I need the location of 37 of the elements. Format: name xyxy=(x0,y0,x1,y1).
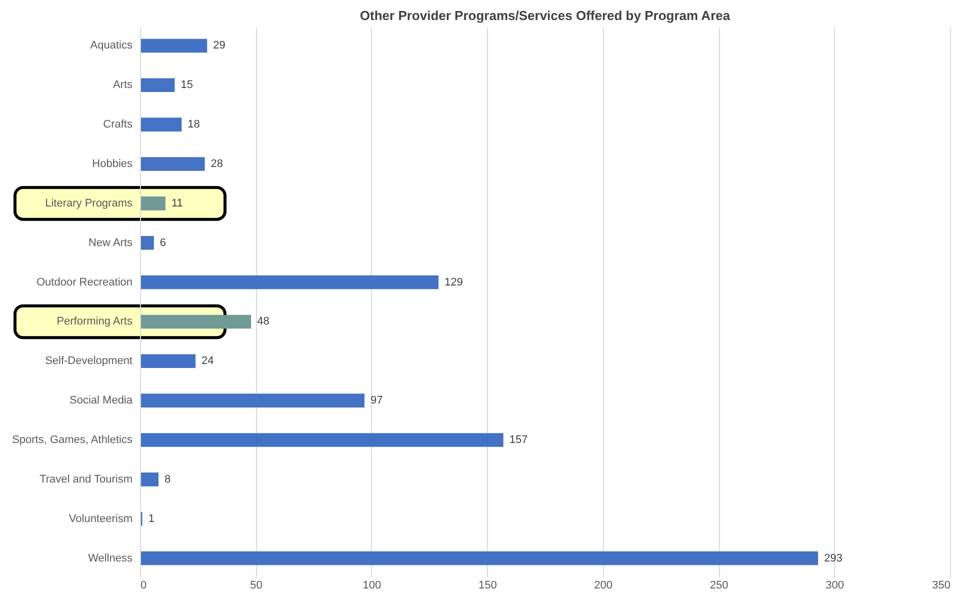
data-label: 11 xyxy=(171,197,183,210)
chart-title: Other Provider Programs/Services Offered by Program Area xyxy=(360,8,731,23)
data-label: 48 xyxy=(257,316,270,328)
data-label: 97 xyxy=(370,394,383,407)
y-tick-label: Performing Arts xyxy=(56,316,133,328)
x-tick-label: 0 xyxy=(140,580,147,592)
x-tick-label: 250 xyxy=(710,580,728,592)
data-label: 24 xyxy=(202,355,214,368)
y-tick-label: Aquatics xyxy=(90,40,133,52)
data-label: 6 xyxy=(160,236,166,249)
y-tick-label: Social Media xyxy=(70,394,134,407)
y-tick-label: Arts xyxy=(112,79,133,92)
y-tick-label: Outdoor Recreation xyxy=(36,276,132,288)
y-tick-label: Travel and Tourism xyxy=(40,473,132,486)
y-tick-label: Self-Development xyxy=(45,355,132,368)
x-tick-label: 100 xyxy=(362,580,382,592)
x-tick-label: 150 xyxy=(478,580,497,592)
x-tick-label: 350 xyxy=(932,580,950,592)
data-label: 157 xyxy=(509,434,528,446)
data-label: 28 xyxy=(210,158,224,170)
data-label: 293 xyxy=(824,552,842,564)
y-tick-label: Volunteerism xyxy=(68,512,132,525)
y-tick-label: Literary Programs xyxy=(45,197,133,210)
data-label: 1 xyxy=(148,512,154,525)
x-tick-label: 300 xyxy=(826,580,844,592)
data-label: 15 xyxy=(180,79,193,92)
y-tick-label: Hobbies xyxy=(92,158,133,170)
y-tick-label: New Arts xyxy=(88,236,133,249)
data-label: 29 xyxy=(213,40,226,52)
y-tick-label: Wellness xyxy=(88,552,133,564)
data-label: 129 xyxy=(444,276,463,288)
y-tick-label: Crafts xyxy=(103,118,133,131)
data-label: 8 xyxy=(164,473,171,486)
x-tick-label: 50 xyxy=(250,580,262,592)
x-tick-label: 200 xyxy=(594,580,613,592)
data-label: 18 xyxy=(188,118,200,131)
y-tick-label: Sports, Games, Athletics xyxy=(12,434,133,446)
